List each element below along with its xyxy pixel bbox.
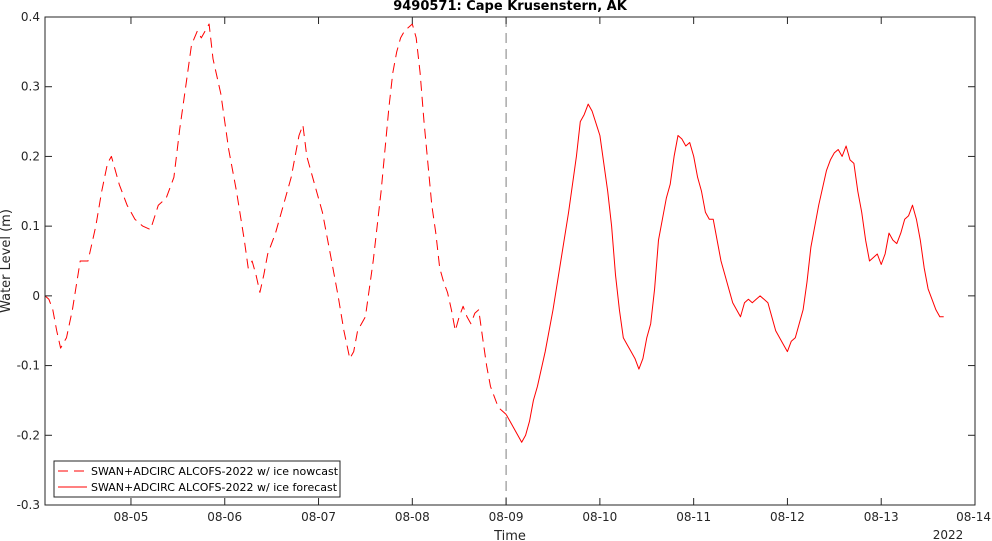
x-axis-label: Time (493, 529, 526, 541)
x-tick-label: 08-14 (956, 510, 991, 524)
y-tick-label: 0.3 (21, 80, 40, 94)
y-axis: -0.3 -0.2 -0.1 0 0.1 0.2 0.3 0.4 (17, 10, 975, 512)
legend-label-nowcast: SWAN+ADCIRC ALCOFS-2022 w/ ice nowcast (91, 465, 339, 478)
series-line-nowcast (44, 23, 507, 415)
x-tick-label: 08-10 (582, 510, 617, 524)
y-tick-label: 0.2 (21, 149, 40, 163)
plot-background (45, 17, 975, 505)
x-tick-label: 08-05 (114, 510, 149, 524)
legend-label-forecast: SWAN+ADCIRC ALCOFS-2022 w/ ice forecast (91, 481, 338, 494)
plot-frame (44, 16, 976, 506)
chart-title: 9490571: Cape Krusenstern, AK (393, 0, 628, 14)
x-tick-label: 08-13 (864, 510, 899, 524)
x-axis-year-label: 2022 (933, 528, 964, 541)
x-tick-label: 08-11 (676, 510, 711, 524)
y-tick-label: 0 (32, 289, 40, 303)
y-tick-label: -0.1 (17, 359, 40, 373)
y-tick-label: 0.1 (21, 219, 40, 233)
x-tick-label: 08-12 (770, 510, 805, 524)
x-tick-label: 08-06 (207, 510, 242, 524)
legend: SWAN+ADCIRC ALCOFS-2022 w/ ice nowcast S… (53, 460, 341, 498)
x-axis: 08-05 08-06 08-07 08-08 08-09 08-10 08-11 08-12… (114, 17, 991, 524)
y-axis-label: Water Level (m) (0, 209, 14, 313)
plot-area (44, 16, 976, 506)
x-tick-label: 08-08 (395, 510, 430, 524)
x-tick-label: 08-07 (301, 510, 336, 524)
y-tick-label: 0.4 (21, 10, 40, 24)
legend-box (53, 460, 341, 498)
y-tick-label: -0.3 (17, 498, 40, 512)
series-layer (44, 23, 944, 443)
x-tick-label: 08-09 (489, 510, 524, 524)
series-line-forecast (505, 103, 944, 443)
y-tick-label: -0.2 (17, 428, 40, 442)
